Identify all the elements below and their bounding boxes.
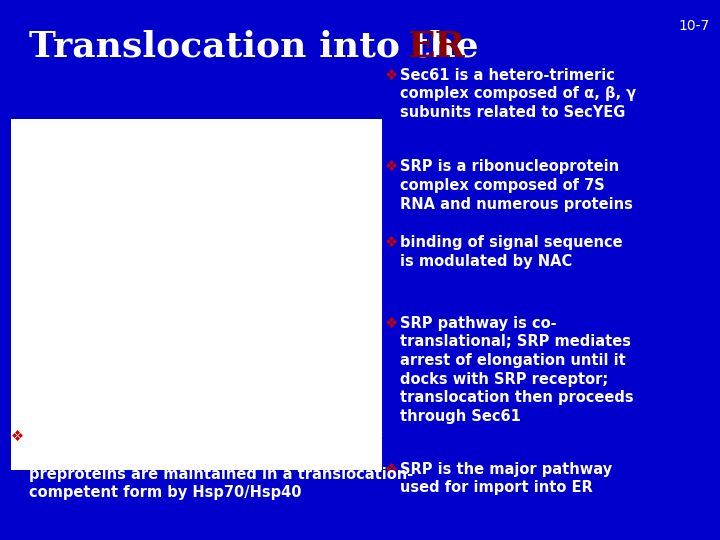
Text: a post-translational translocation pathway
that makes use of Sec61 also exists;
: a post-translational translocation pathw… bbox=[29, 429, 413, 500]
Text: ❖: ❖ bbox=[385, 462, 398, 477]
Text: Sec61 is a hetero-trimeric
complex composed of α, β, γ
subunits related to SecYE: Sec61 is a hetero-trimeric complex compo… bbox=[400, 68, 636, 120]
Text: ER: ER bbox=[407, 30, 464, 64]
Text: SRP is the major pathway
used for import into ER: SRP is the major pathway used for import… bbox=[400, 462, 612, 495]
Text: SRP is a ribonucleoprotein
complex composed of 7S
RNA and numerous proteins: SRP is a ribonucleoprotein complex compo… bbox=[400, 159, 632, 212]
Text: ❖: ❖ bbox=[11, 429, 24, 444]
Text: binding of signal sequence
is modulated by NAC: binding of signal sequence is modulated … bbox=[400, 235, 622, 268]
Text: Translocation into the: Translocation into the bbox=[29, 30, 491, 64]
Text: ❖: ❖ bbox=[385, 159, 398, 174]
Text: 10-7: 10-7 bbox=[678, 19, 709, 33]
Text: ❖: ❖ bbox=[385, 68, 398, 83]
Text: SRP pathway is co-
translational; SRP mediates
arrest of elongation until it
doc: SRP pathway is co- translational; SRP me… bbox=[400, 316, 633, 424]
Text: ❖: ❖ bbox=[385, 316, 398, 331]
Bar bbox=[11, 119, 382, 470]
Text: ❖: ❖ bbox=[385, 235, 398, 250]
